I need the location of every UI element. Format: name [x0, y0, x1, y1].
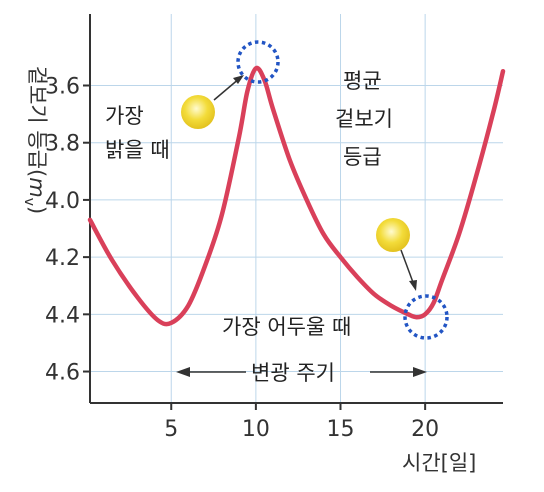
data-point: [339, 255, 343, 259]
y-tick-label: 4.0: [45, 189, 80, 214]
y-tick-label: 3.6: [45, 75, 80, 100]
data-point: [457, 232, 461, 236]
mean-label-line2: 겉보기: [335, 107, 393, 131]
data-point: [271, 106, 275, 110]
data-point: [491, 112, 495, 116]
data-point: [432, 301, 436, 305]
mean-label-line3: 등급: [343, 145, 382, 169]
data-point: [169, 321, 173, 325]
brightest-label-line2: 밝을 때: [105, 138, 170, 162]
brightest-arrowhead: [233, 75, 244, 84]
x-tick-label: 10: [242, 417, 270, 442]
data-point: [389, 304, 393, 308]
x-tick-label: 5: [164, 417, 178, 442]
y-tick-label: 4.2: [45, 246, 80, 271]
y-axis-label-subscript: v: [21, 198, 37, 206]
data-point: [440, 278, 444, 282]
magnitude-curve: [87, 65, 506, 327]
period-arrow-right-head: [413, 367, 427, 377]
svg-text:겉보기 등급(mv): 겉보기 등급(mv): [21, 66, 49, 214]
data-point: [186, 304, 190, 308]
brightest-marker-circle: [236, 40, 280, 84]
data-point: [415, 315, 419, 319]
mean-label-line1: 평균: [343, 69, 382, 93]
bright-sun-icon: [181, 95, 215, 129]
y-axis-label-text: 겉보기 등급(: [25, 66, 49, 177]
data-point: [423, 312, 427, 316]
x-axis-label: 시간[일]: [402, 451, 476, 475]
axes: [89, 14, 503, 404]
dimmest-arrowhead: [409, 280, 417, 291]
data-point: [203, 264, 207, 268]
data-point: [135, 295, 139, 299]
y-axis-label: 겉보기 등급(mv): [21, 66, 49, 214]
dimmest-marker-circle: [403, 294, 449, 340]
brightest-arrow: [213, 77, 241, 101]
data-point: [245, 89, 249, 93]
data-point: [501, 69, 505, 73]
y-tick-labels: 3.6 3.8 4.0 4.2 4.4 4.6: [45, 75, 90, 386]
data-point: [474, 175, 478, 179]
data-point: [288, 158, 292, 162]
x-tick-labels: 5 10 15 20: [164, 403, 439, 442]
data-point: [156, 318, 160, 322]
dim-sun-icon: [376, 218, 410, 252]
data-points: [88, 66, 505, 325]
y-tick-label: 4.6: [45, 361, 80, 386]
data-point: [88, 218, 92, 222]
x-tick-label: 20: [411, 417, 439, 442]
data-point: [305, 198, 309, 202]
dimmest-label: 가장 어두울 때: [222, 315, 351, 339]
data-point: [355, 275, 359, 279]
period-label: 변광 주기: [251, 361, 335, 385]
period-arrow-left-head: [176, 367, 190, 377]
data-point: [254, 66, 258, 70]
data-point: [322, 232, 326, 236]
y-tick-label: 4.4: [45, 303, 80, 328]
y-axis-label-symbol: m: [25, 177, 49, 197]
brightest-label-line1: 가장: [105, 104, 144, 128]
y-axis-label-close: ): [25, 206, 49, 214]
data-point: [220, 212, 224, 216]
x-tick-label: 15: [327, 417, 355, 442]
data-point: [110, 258, 114, 262]
data-point: [372, 292, 376, 296]
grid: [90, 14, 503, 403]
data-point: [237, 135, 241, 139]
y-tick-label: 3.8: [45, 132, 80, 157]
dimmest-arrow: [400, 249, 415, 286]
